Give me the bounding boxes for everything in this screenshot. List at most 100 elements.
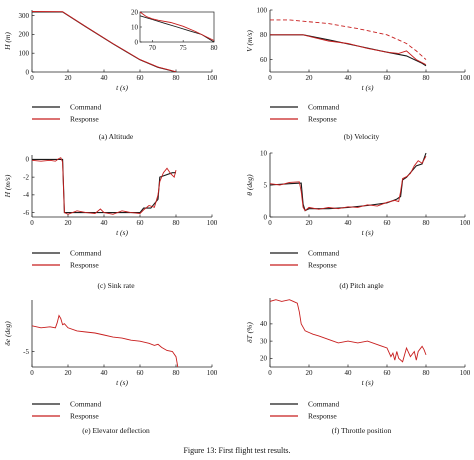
panel-caption: (f) Throttle position: [332, 426, 392, 435]
x-tick-label: 0: [30, 369, 34, 377]
inset-x-tick-label: 75: [180, 44, 188, 52]
x-tick-label: 40: [345, 369, 353, 377]
x-tick-label: 80: [173, 74, 181, 82]
panel-e: 0 20 40 60 80 100 -5 t (s) δe (deg) Command Respon…: [3, 300, 218, 435]
y-axis-label: H (m/s): [3, 174, 12, 198]
x-tick-label: 100: [207, 74, 218, 82]
x-tick-label: 60: [137, 369, 145, 377]
x-axis-label: t (s): [116, 378, 128, 387]
legend: Command Response: [270, 400, 339, 421]
x-tick-label: 20: [306, 219, 314, 227]
y-tick-label: -4: [23, 191, 29, 199]
x-tick-label: 0: [268, 74, 272, 82]
x-axis-label: t (s): [362, 83, 374, 92]
legend-label-response: Response: [308, 115, 337, 124]
inset-y-tick-label: 10: [131, 23, 139, 31]
x-tick-label: 60: [384, 219, 392, 227]
y-tick-label: 0: [26, 156, 30, 164]
x-tick-label: 80: [423, 74, 431, 82]
panel-a: 0 20 40 60 80 100 0 100 200 300 t (s) H (m) 70 75 80 0 1…: [3, 8, 218, 141]
y-tick-label: 100: [19, 50, 30, 58]
y-axis-label: θ (deg): [245, 174, 254, 196]
inset-series-line-response: [139, 11, 215, 41]
series-line-response: [270, 299, 427, 363]
y-tick-label: 10: [260, 149, 268, 157]
legend: Command Response: [270, 103, 339, 124]
y-axis-label: δe (deg): [3, 321, 12, 346]
x-tick-label: 60: [137, 74, 145, 82]
panel-c: 0 20 40 60 80 100 0 -2 -4 -6 t (s) H (m/s) Command Re…: [3, 155, 218, 290]
panel-caption: (a) Altitude: [99, 132, 134, 141]
x-tick-label: 20: [65, 74, 73, 82]
legend-label-command: Command: [70, 249, 101, 258]
x-axis-label: t (s): [362, 378, 374, 387]
y-tick-label: 200: [19, 31, 30, 39]
x-tick-label: 80: [423, 369, 431, 377]
x-tick-label: 40: [345, 219, 353, 227]
x-tick-label: 80: [173, 219, 181, 227]
series-line-command: [32, 158, 176, 214]
y-tick-label: 30: [260, 337, 268, 345]
x-tick-label: 100: [460, 74, 471, 82]
x-tick-label: 40: [101, 74, 109, 82]
inset-x-tick-label: 70: [149, 44, 157, 52]
x-axis-label: t (s): [116, 228, 128, 237]
panel-b: 0 20 40 60 80 100 60 80 100 t (s) V (m/s) Command Re…: [245, 6, 471, 141]
x-tick-label: 100: [207, 369, 218, 377]
panel-caption: (d) Pitch angle: [339, 281, 384, 290]
y-tick-label: 100: [257, 6, 268, 14]
y-tick-label: 5: [264, 181, 268, 189]
y-tick-label: -5: [23, 348, 29, 356]
series-line-response: [270, 155, 427, 212]
legend-label-response: Response: [70, 115, 99, 124]
x-tick-label: 0: [30, 219, 34, 227]
x-tick-label: 20: [306, 369, 314, 377]
x-axis-label: t (s): [362, 228, 374, 237]
series-line-response: [270, 34, 427, 65]
inset-plot: 70 75 80 0 10 20: [131, 8, 218, 52]
series-line-dashed: [270, 19, 427, 60]
figure-caption: Figure 13: First flight test results.: [183, 446, 290, 455]
series-line-response: [32, 157, 177, 215]
x-tick-label: 60: [384, 369, 392, 377]
inset-x-tick-label: 80: [211, 44, 219, 52]
y-tick-label: -2: [23, 173, 29, 181]
y-tick-label: 300: [19, 12, 30, 20]
x-tick-label: 40: [101, 369, 109, 377]
x-tick-label: 0: [268, 369, 272, 377]
panel-d: 0 20 40 60 80 100 0 5 10 t (s) θ (deg) Command Respo…: [245, 149, 471, 290]
legend-label-command: Command: [70, 103, 101, 112]
x-tick-label: 40: [345, 74, 353, 82]
y-axis-label: V (m/s): [245, 30, 254, 52]
x-tick-label: 80: [423, 219, 431, 227]
panel-caption: (c) Sink rate: [97, 281, 135, 290]
x-tick-label: 0: [268, 219, 272, 227]
panel-caption: (e) Elevator deflection: [82, 426, 150, 435]
legend-label-response: Response: [308, 412, 337, 421]
x-tick-label: 80: [173, 369, 181, 377]
x-tick-label: 100: [460, 219, 471, 227]
y-axis-label: H (m): [3, 32, 12, 51]
x-tick-label: 60: [384, 74, 392, 82]
series-line-response: [32, 314, 179, 367]
x-tick-label: 20: [65, 219, 73, 227]
inset-y-tick-label: 20: [131, 8, 139, 16]
legend-label-response: Response: [70, 261, 99, 270]
x-tick-label: 20: [306, 74, 314, 82]
x-tick-label: 20: [65, 369, 73, 377]
y-tick-label: 0: [26, 68, 30, 76]
legend-label-command: Command: [308, 103, 339, 112]
x-axis-label: t (s): [116, 83, 128, 92]
x-tick-label: 60: [137, 219, 145, 227]
inset-y-tick-label: 0: [135, 38, 139, 46]
legend-label-command: Command: [308, 249, 339, 258]
legend: Command Response: [32, 249, 101, 270]
legend-label-command: Command: [308, 400, 339, 409]
y-tick-label: 40: [260, 320, 268, 328]
series-line-command: [270, 34, 427, 67]
y-tick-label: 80: [260, 31, 268, 39]
panel-caption: (b) Velocity: [344, 132, 380, 141]
y-tick-label: 60: [260, 56, 268, 64]
